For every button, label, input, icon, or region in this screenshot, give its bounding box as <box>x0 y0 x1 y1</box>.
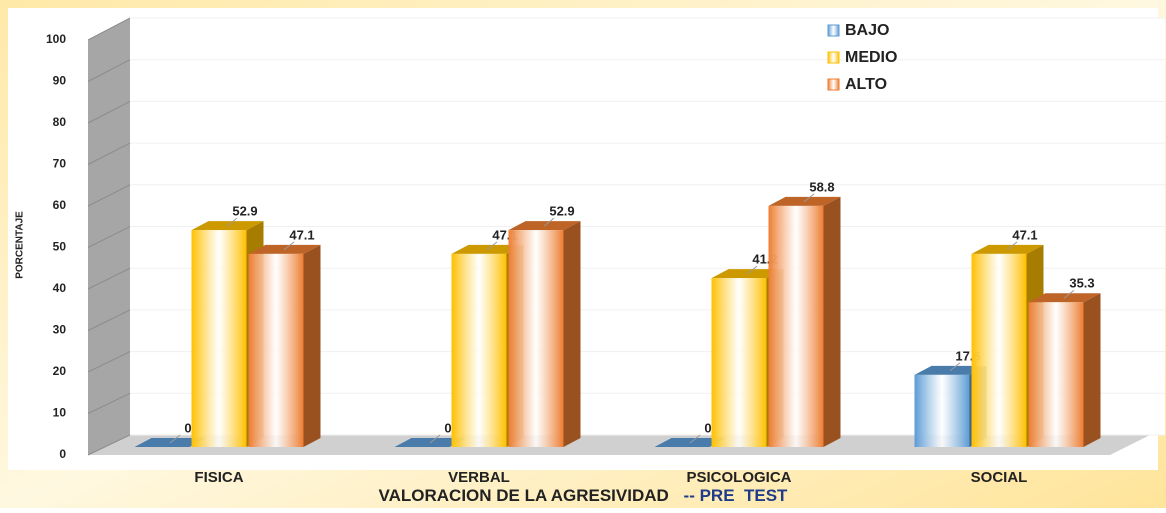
x-tick-label: SOCIAL <box>971 469 1028 486</box>
grid-line <box>87 17 131 41</box>
bar <box>914 374 970 447</box>
label-leader <box>1006 241 1018 251</box>
grid-line <box>87 267 131 290</box>
label-leader <box>543 217 555 227</box>
legend-label: MEDIO <box>845 49 897 66</box>
grid-line <box>87 59 131 82</box>
y-tick-label: 0 <box>59 447 66 461</box>
legend-swatch <box>827 78 840 91</box>
y-tick-label: 60 <box>53 198 67 212</box>
bar-side <box>563 221 581 447</box>
data-label: 0 <box>184 420 191 435</box>
y-tick-label: 30 <box>53 323 67 337</box>
data-label: 52.9 <box>232 204 257 219</box>
y-tick-label: 20 <box>53 364 67 378</box>
y-tick-label: 50 <box>53 240 67 254</box>
grid-line <box>87 100 131 124</box>
label-leader <box>689 434 701 444</box>
bar <box>768 205 824 447</box>
floor <box>88 435 1150 455</box>
bar-side <box>1083 293 1101 447</box>
data-label: 52.9 <box>549 204 574 219</box>
legend-label: BAJO <box>845 22 889 39</box>
data-label: 58.8 <box>809 179 834 194</box>
bar <box>711 278 767 447</box>
data-label: 0 <box>444 420 451 435</box>
y-tick-label: 40 <box>53 281 67 295</box>
legend-swatch <box>827 51 840 64</box>
label-leader <box>803 193 815 203</box>
y-tick-label: 80 <box>53 115 67 129</box>
y-tick-label: 90 <box>53 74 67 88</box>
label-leader <box>949 362 961 372</box>
data-label: 35.3 <box>1069 276 1094 291</box>
bar <box>248 253 304 447</box>
data-label: 0 <box>704 420 711 435</box>
label-leader <box>1063 289 1075 299</box>
y-tick-label: 70 <box>53 157 67 171</box>
bar <box>451 253 507 447</box>
y-tick-label: 100 <box>46 32 66 46</box>
x-tick-label: PSICOLOGICA <box>686 469 791 486</box>
label-leader <box>226 217 238 227</box>
x-tick-label: VERBAL <box>448 469 510 486</box>
label-leader <box>283 241 295 251</box>
legend-swatch <box>827 24 840 37</box>
x-axis-title: VALORACION DE LA AGRESIVIDAD -- PRE TEST <box>379 486 789 505</box>
grid-line <box>87 351 131 373</box>
y-axis-label: PORCENTAJE <box>15 211 26 279</box>
label-leader <box>486 241 498 251</box>
legend-label: ALTO <box>845 76 887 93</box>
grid-line <box>87 184 131 207</box>
x-axis-title-main: VALORACION DE LA AGRESIVIDAD <box>379 486 669 505</box>
label-leader <box>429 434 441 444</box>
data-label: 47.1 <box>289 227 314 242</box>
label-leader <box>746 265 758 275</box>
bar <box>1028 302 1084 447</box>
grid-line <box>87 226 131 248</box>
grid-line <box>87 142 131 165</box>
bar-side <box>823 196 841 447</box>
grid-line <box>87 309 131 331</box>
x-tick-label: FISICA <box>194 469 243 486</box>
bar <box>971 253 1027 447</box>
bar <box>508 230 564 447</box>
bar <box>191 230 247 447</box>
x-axis-title-suffix: -- PRE TEST <box>684 486 789 505</box>
y-tick-label: 10 <box>53 406 67 420</box>
label-leader <box>169 434 181 444</box>
grid-line <box>87 434 131 456</box>
data-label: 47.1 <box>1012 227 1037 242</box>
bar-side <box>303 244 321 447</box>
grid-line <box>87 392 131 414</box>
